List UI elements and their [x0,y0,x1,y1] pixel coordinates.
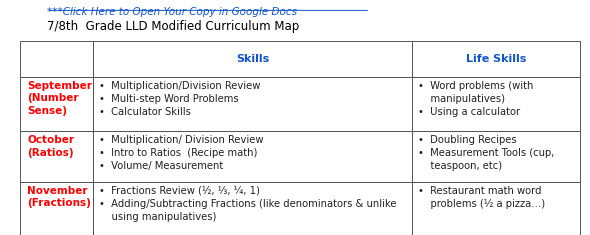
Bar [412,77,580,131]
Text: November
(Fractions): November (Fractions) [27,186,91,208]
Text: September
(Number
Sense): September (Number Sense) [27,81,92,116]
Text: 7/8th  Grade LLD Modified Curriculum Map: 7/8th Grade LLD Modified Curriculum Map [47,20,299,33]
Text: October
(Ratios): October (Ratios) [27,135,74,158]
Bar [412,42,580,77]
Text: •  Doubling Recipes
•  Measurement Tools (cup,
    teaspoon, etc): • Doubling Recipes • Measurement Tools (… [418,135,555,171]
Bar [21,42,93,77]
Bar [412,182,580,235]
Bar [412,131,580,182]
Bar [93,77,412,131]
Bar [93,182,412,235]
Text: •  Multiplication/Division Review
•  Multi-step Word Problems
•  Calculator Skil: • Multiplication/Division Review • Multi… [99,81,260,117]
Bar [93,42,412,77]
Bar [93,131,412,182]
Text: Life Skills: Life Skills [466,54,526,64]
Text: Skills: Skills [236,54,269,64]
Text: •  Multiplication/ Division Review
•  Intro to Ratios  (Recipe math)
•  Volume/ : • Multiplication/ Division Review • Intr… [99,135,264,171]
Bar [21,131,93,182]
Text: ***Click Here to Open Your Copy in Google Docs: ***Click Here to Open Your Copy in Googl… [47,7,297,17]
Text: •  Word problems (with
    manipulatives)
•  Using a calculator: • Word problems (with manipulatives) • U… [418,81,533,117]
Bar [21,182,93,235]
Text: •  Fractions Review (½, ⅓, ¼, 1)
•  Adding/Subtracting Fractions (like denominat: • Fractions Review (½, ⅓, ¼, 1) • Adding… [99,186,396,222]
Bar [21,77,93,131]
Text: •  Restaurant math word
    problems (½ a pizza…): • Restaurant math word problems (½ a piz… [418,186,545,209]
